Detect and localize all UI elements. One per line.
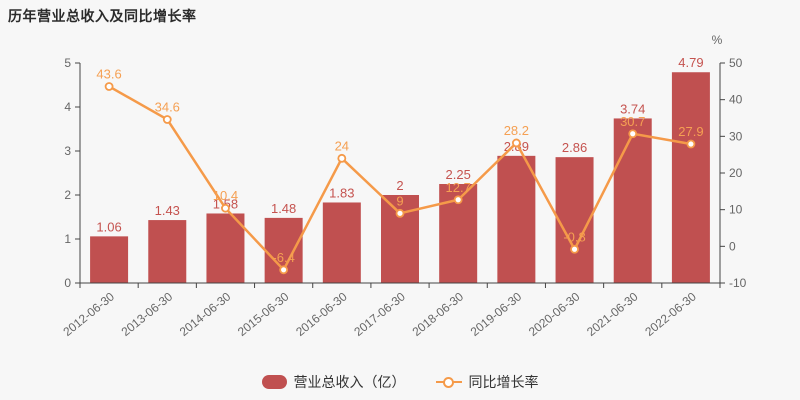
x-axis-label: 2020-06-30 [526,289,583,339]
legend-label-growth: 同比增长率 [468,374,539,390]
line-point-2018-06-30[interactable] [453,195,463,205]
right-axis-tick-label: 0 [729,239,736,253]
left-axis-tick-label: 3 [64,144,71,158]
x-axis-label: 2012-06-30 [60,289,117,339]
x-axis-label: 2013-06-30 [119,289,176,339]
bar-value-label: 1.06 [96,219,121,234]
right-axis-tick-label: -10 [729,276,747,290]
bar-value-label: 1.83 [329,185,354,200]
bar-value-label: 2 [396,178,403,193]
left-axis-tick-label: 4 [64,100,71,114]
right-axis-tick-label: 20 [729,166,743,180]
line-point-2019-06-30[interactable] [511,138,521,148]
x-axis-label: 2022-06-30 [642,289,699,339]
legend-item-growth[interactable]: 同比增长率 [435,372,539,392]
x-axis-label: 2014-06-30 [177,289,234,339]
left-axis-tick-label: 5 [64,56,71,70]
right-axis-tick-label: 30 [729,129,743,143]
bar-value-label: 2.86 [562,140,587,155]
chart-title: 历年营业总收入及同比增长率 [8,8,197,24]
line-point-2021-06-30[interactable] [628,129,638,139]
bar-value-label: 3.74 [620,101,645,116]
left-axis-tick-label: 0 [64,276,71,290]
x-axis-label: 2021-06-30 [584,289,641,339]
bar-value-label: 4.79 [678,55,703,70]
right-axis-unit-label: % [712,33,723,47]
line-value-label: -0.8 [563,229,585,244]
line-point-2017-06-30[interactable] [395,208,405,218]
line-value-label: 30.7 [620,114,645,129]
line-point-2014-06-30[interactable] [221,203,230,213]
line-point-2020-06-30[interactable] [570,244,579,254]
left-axis-tick-label: 1 [64,232,71,246]
bar-2014-06-30[interactable] [206,213,245,283]
right-axis-tick-label: 10 [729,203,743,217]
bar-2016-06-30[interactable] [322,202,361,283]
line-value-label: 27.9 [678,124,703,139]
line-series-swatch-icon [435,376,462,388]
legend: 营业总收入（亿） 同比增长率 [0,372,800,392]
line-point-2015-06-30[interactable] [279,265,289,275]
right-axis-tick-label: 50 [729,56,743,70]
line-point-2016-06-30[interactable] [337,153,347,163]
bar-2021-06-30[interactable] [613,118,652,283]
bar-2013-06-30[interactable] [148,220,187,283]
x-axis-label: 2018-06-30 [410,289,467,339]
x-axis-label: 2016-06-30 [293,289,350,339]
legend-item-revenue[interactable]: 营业总收入（亿） [261,372,406,392]
bar-2012-06-30[interactable] [90,236,129,283]
bar-value-label: 2.25 [446,167,471,182]
line-value-label: 12.7 [446,180,471,195]
bar-value-label: 1.43 [155,203,180,218]
bar-value-label: 1.48 [271,201,296,216]
line-value-label: 10.4 [213,188,238,203]
x-axis-label: 2017-06-30 [351,289,408,339]
line-point-2022-06-30[interactable] [686,139,696,149]
line-value-label: 28.2 [504,123,529,138]
x-axis-label: 2019-06-30 [468,289,525,339]
line-value-label: 9 [396,193,403,208]
line-value-label: -6.4 [272,250,294,265]
bar-series-swatch-icon [261,375,287,389]
right-axis-tick-label: 40 [729,93,743,107]
line-value-label: 43.6 [96,66,121,81]
bar-2020-06-30[interactable] [555,157,594,283]
x-axis-label: 2015-06-30 [235,289,292,339]
left-axis-tick-label: 2 [64,188,71,202]
legend-label-revenue: 营业总收入（亿） [293,374,406,390]
line-point-2013-06-30[interactable] [162,115,172,124]
bar-2019-06-30[interactable] [497,155,536,283]
line-point-2012-06-30[interactable] [104,82,114,91]
bar-2022-06-30[interactable] [671,72,710,284]
line-value-label: 24 [335,138,349,153]
line-value-label: 34.6 [155,99,180,114]
